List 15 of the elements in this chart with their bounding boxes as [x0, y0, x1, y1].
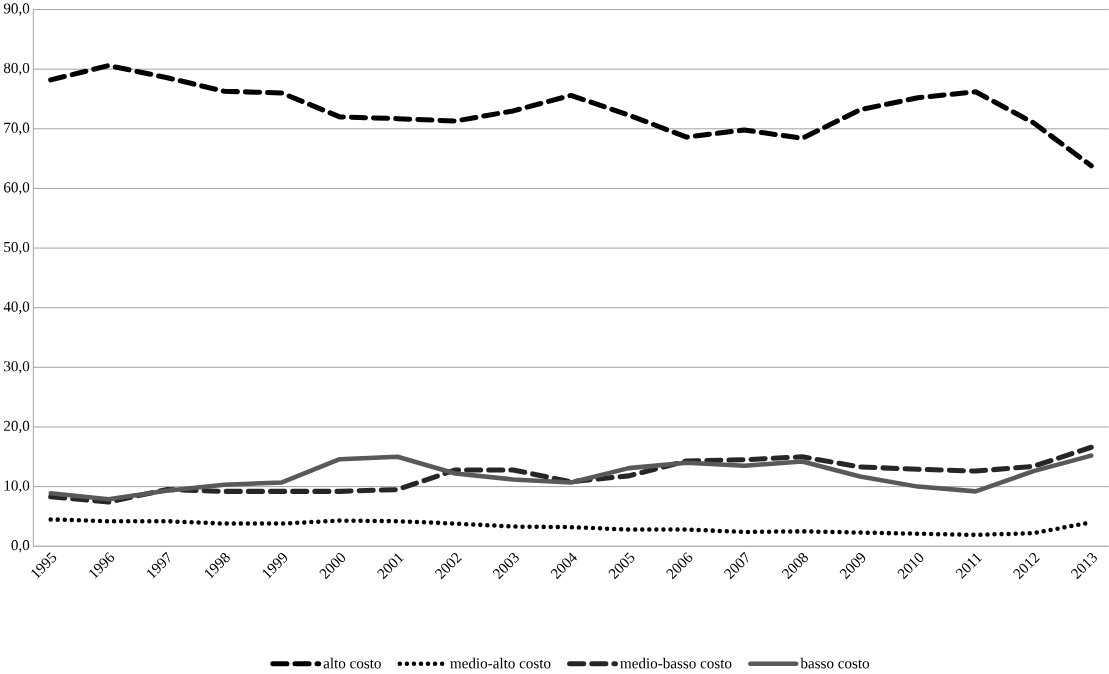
y-tick-label: 30,0	[4, 361, 30, 374]
y-tick-label: 70,0	[4, 122, 30, 136]
legend-label: alto costo	[323, 657, 381, 669]
y-tick-label: 90,0	[3, 3, 30, 16]
line-series	[48, 453, 1094, 502]
y-tick-label: 40,0	[3, 301, 30, 314]
y-tick-label: 60,0	[4, 182, 30, 195]
y-tick-label: 50,0	[4, 241, 30, 255]
y-tick-label: 20,0	[4, 420, 30, 434]
legend-label: medio-basso costo	[620, 657, 732, 669]
y-tick-label: 10,0	[4, 480, 30, 493]
legend-label: medio-alto costo	[450, 657, 551, 669]
y-tick-label: 0,0	[11, 540, 30, 553]
y-tick-label: 80,0	[3, 63, 30, 76]
legend-label: basso costo	[800, 657, 870, 669]
